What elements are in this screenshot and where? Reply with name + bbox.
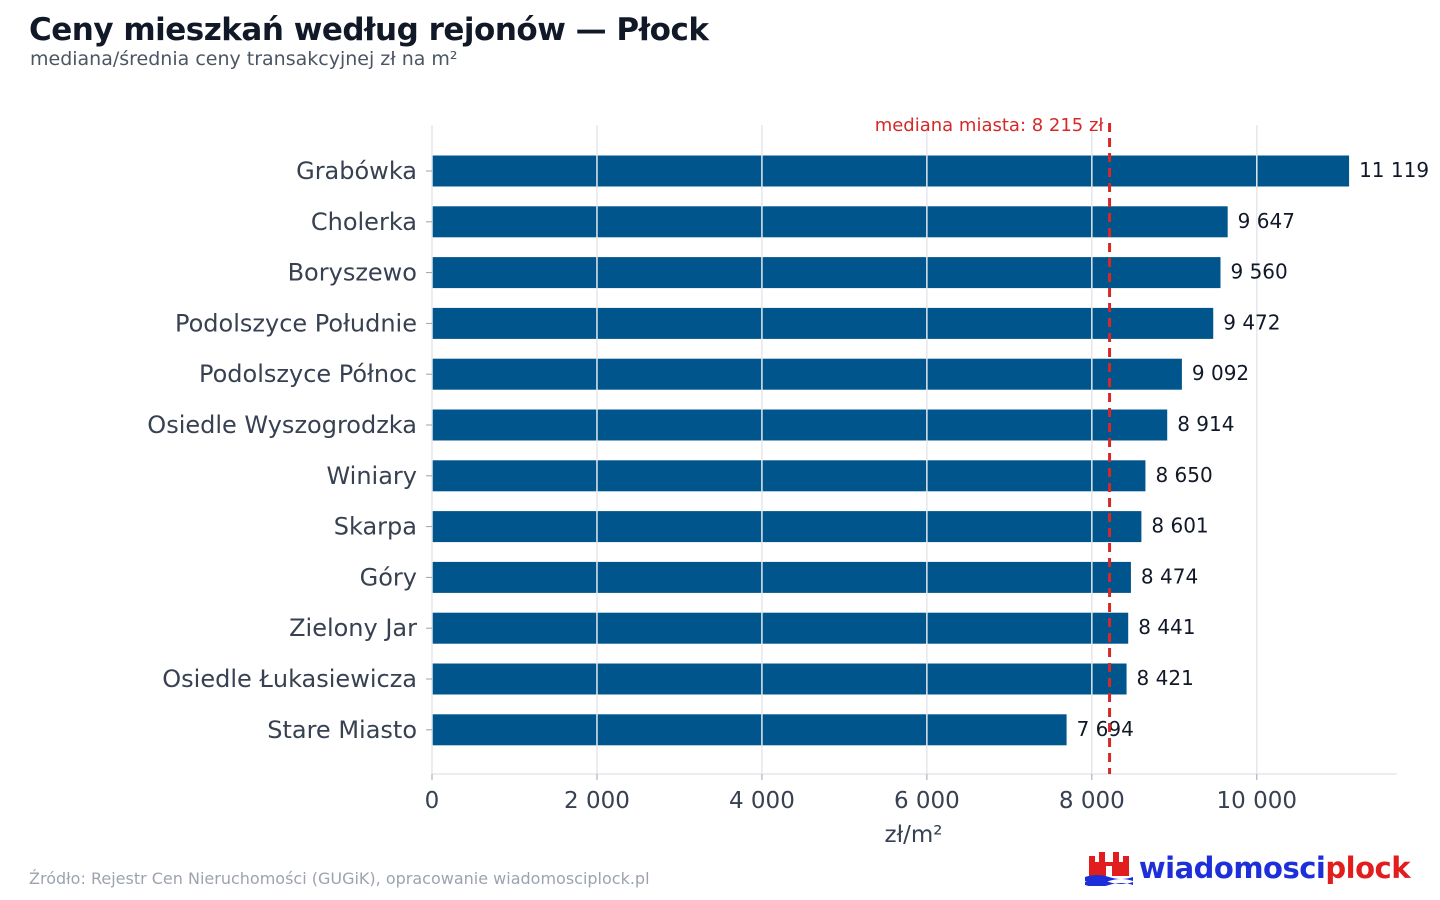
x-tick-label: 0	[425, 788, 440, 814]
value-label: 8 474	[1141, 564, 1198, 588]
value-label: 8 914	[1177, 412, 1234, 436]
value-label: 7 694	[1077, 717, 1134, 741]
bar	[432, 460, 1146, 492]
bar	[432, 612, 1129, 644]
category-label: Osiedle Łukasiewicza	[162, 665, 417, 693]
bar	[432, 307, 1214, 339]
bar	[432, 714, 1067, 746]
castle-icon	[1084, 852, 1133, 886]
value-label: 11 119	[1359, 158, 1429, 182]
category-label: Podolszyce Północ	[199, 360, 417, 388]
chart-title: Ceny mieszkań według rejonów — Płock	[29, 12, 709, 48]
bar	[432, 257, 1221, 289]
x-tick-label: 6 000	[894, 788, 960, 814]
value-label: 9 560	[1230, 260, 1287, 284]
value-label: 9 472	[1223, 310, 1280, 334]
brand-wordmark: wiadomosciplock	[1138, 851, 1411, 885]
bar	[432, 206, 1228, 238]
value-label: 8 441	[1138, 615, 1195, 639]
source-note: Źródło: Rejestr Cen Nieruchomości (GUGiK…	[29, 869, 650, 888]
category-label: Góry	[360, 563, 417, 591]
median-reference-label: mediana miasta: 8 215 zł	[875, 115, 1105, 136]
bar	[432, 511, 1142, 543]
category-label: Cholerka	[311, 208, 417, 236]
bar	[432, 155, 1350, 187]
x-tick-label: 8 000	[1059, 788, 1125, 814]
bar	[432, 358, 1182, 390]
x-axis-label: zł/m²	[885, 822, 943, 848]
value-label: 8 601	[1151, 514, 1208, 538]
x-tick-label: 2 000	[564, 788, 630, 814]
chart-subtitle: mediana/średnia ceny transakcyjnej zł na…	[30, 48, 458, 70]
brand-logo: wiadomosciplock	[1084, 848, 1411, 888]
category-label: Winiary	[326, 462, 417, 490]
bar	[432, 561, 1131, 593]
x-tick-label: 10 000	[1217, 788, 1297, 814]
category-label: Podolszyce Południe	[175, 309, 417, 337]
value-label: 9 647	[1238, 209, 1295, 233]
category-label: Osiedle Wyszogrodzka	[147, 411, 417, 439]
value-label: 8 421	[1137, 666, 1194, 690]
value-label: 9 092	[1192, 361, 1249, 385]
category-label: Grabówka	[296, 157, 417, 185]
x-tick-label: 4 000	[729, 788, 795, 814]
category-label: Skarpa	[334, 513, 417, 541]
bar	[432, 409, 1168, 441]
category-label: Boryszewo	[288, 259, 417, 287]
category-label: Zielony Jar	[289, 614, 417, 642]
bar	[432, 663, 1127, 695]
category-label: Stare Miasto	[267, 716, 417, 744]
value-label: 8 650	[1155, 463, 1212, 487]
